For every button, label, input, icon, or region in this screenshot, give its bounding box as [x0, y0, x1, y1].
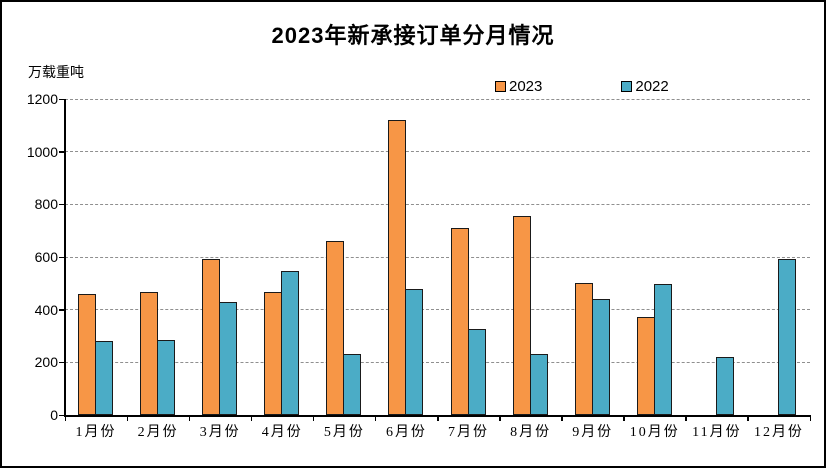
- x-axis-label-9月份: 9月份: [572, 425, 614, 440]
- x-axis-label-10月份: 10月份: [629, 425, 680, 440]
- gridline-200: [65, 361, 810, 363]
- bar-2023-3月份: [202, 258, 221, 415]
- x-axis-label-7月份: 7月份: [448, 425, 490, 440]
- bar-2022-4月份: [281, 271, 300, 415]
- x-axis-label-8月份: 8月份: [510, 425, 552, 440]
- legend-swatch-2022-icon: [621, 81, 633, 92]
- x-axis-tick: [312, 416, 315, 421]
- bar-2022-10月份: [653, 284, 672, 415]
- bar-2023-2月份: [140, 292, 159, 415]
- x-axis-label-5月份: 5月份: [323, 425, 365, 440]
- y-axis-label: 400: [34, 301, 58, 318]
- x-axis-tick: [126, 416, 129, 421]
- bar-2023-7月份: [450, 228, 469, 415]
- bar-2022-5月份: [343, 354, 362, 415]
- x-axis-label-4月份: 4月份: [261, 425, 303, 440]
- bar-2022-6月份: [405, 289, 424, 415]
- gridline-600: [65, 256, 810, 258]
- bar-2022-7月份: [467, 328, 486, 415]
- x-axis-tick: [499, 416, 501, 421]
- y-axis-label: 1000: [26, 143, 58, 160]
- x-axis-line: [64, 415, 811, 417]
- x-axis-tick: [64, 416, 66, 421]
- bar-2022-8月份: [529, 353, 548, 415]
- y-axis-line: [64, 99, 66, 416]
- legend: 2023 2022: [495, 78, 669, 95]
- gridline-1200: [65, 98, 810, 100]
- legend-swatch-2023-icon: [495, 81, 506, 92]
- bar-2023-5月份: [326, 241, 345, 415]
- gridline-1000: [65, 151, 810, 153]
- x-axis-tick: [561, 416, 563, 421]
- bar-2023-1月份: [78, 294, 97, 415]
- x-axis-label-11月份: 11月份: [692, 425, 742, 440]
- legend-item-2023: 2023: [495, 78, 542, 95]
- bar-2023-10月份: [636, 316, 655, 415]
- y-axis-tick: [59, 151, 64, 153]
- x-axis-label-1月份: 1月份: [75, 425, 117, 440]
- gridline-800: [65, 203, 810, 205]
- chart-title: 2023年新承接订单分月情况: [271, 23, 555, 48]
- bar-2022-9月份: [591, 299, 610, 415]
- y-axis-tick: [59, 98, 64, 100]
- x-axis-tick: [250, 416, 253, 421]
- legend-label-2023: 2023: [509, 78, 543, 95]
- x-axis-tick: [374, 416, 377, 421]
- y-axis-label: 0: [50, 407, 58, 423]
- y-axis-tick: [59, 414, 64, 416]
- bar-2023-6月份: [388, 119, 407, 415]
- y-axis-label: 1200: [26, 91, 58, 107]
- x-axis-tick: [809, 416, 811, 421]
- legend-label-2022: 2022: [635, 78, 669, 95]
- bar-2023-4月份: [264, 292, 283, 415]
- y-axis-label: 600: [34, 249, 58, 265]
- bar-2022-12月份: [777, 259, 796, 415]
- y-axis-tick: [59, 203, 64, 206]
- y-axis-unit-label: 万载重吨: [28, 64, 84, 80]
- bar-2022-11月份: [715, 357, 734, 415]
- y-axis-tick: [59, 309, 64, 311]
- y-axis-label: 200: [34, 354, 58, 371]
- bar-2023-8月份: [512, 216, 531, 415]
- x-axis-label-12月份: 12月份: [753, 425, 804, 440]
- y-axis-tick: [59, 256, 64, 258]
- x-axis-label-3月份: 3月份: [199, 425, 241, 440]
- x-axis-tick: [623, 416, 625, 421]
- x-axis-label-2月份: 2月份: [137, 425, 179, 440]
- x-axis-label-6月份: 6月份: [385, 425, 427, 440]
- x-axis-tick: [437, 416, 439, 421]
- x-axis-tick: [747, 416, 749, 421]
- bar-2022-2月份: [157, 340, 176, 415]
- y-axis-label: 800: [34, 196, 58, 213]
- x-axis-tick: [685, 416, 687, 421]
- bar-2023-9月份: [574, 282, 593, 415]
- gridline-400: [65, 309, 810, 311]
- bar-2022-1月份: [95, 341, 114, 415]
- legend-item-2022: 2022: [621, 78, 669, 95]
- bar-2022-3月份: [219, 302, 238, 415]
- y-axis-tick: [59, 361, 64, 364]
- x-axis-tick: [188, 416, 191, 421]
